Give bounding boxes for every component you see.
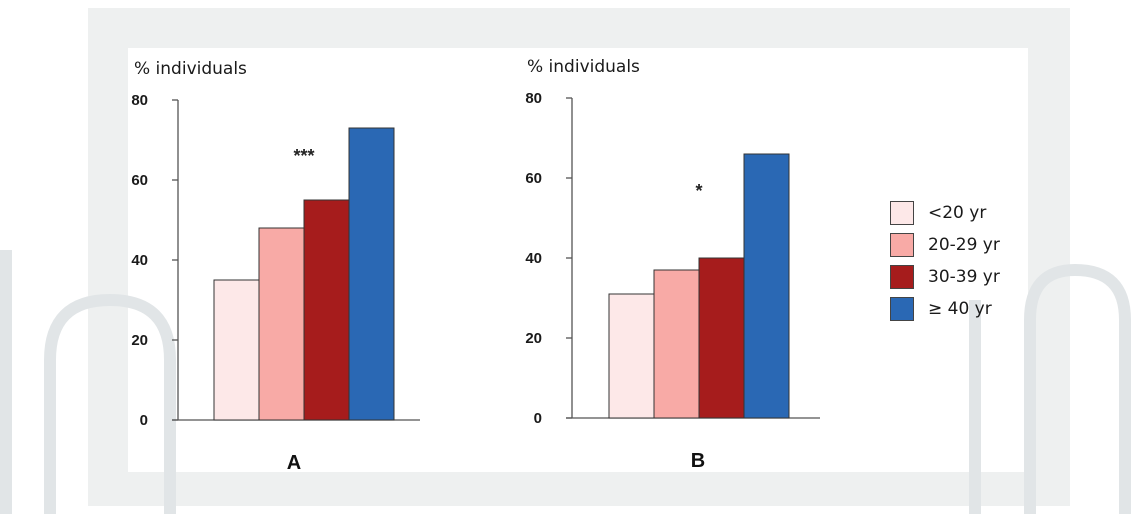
legend-swatch — [890, 265, 914, 289]
y-tick-label: 80 — [131, 92, 148, 109]
y-tick-label: 20 — [525, 330, 542, 347]
bar-3 — [303, 199, 350, 421]
legend-label: 30-39 yr — [928, 267, 1000, 287]
significance-marker: * — [695, 181, 702, 201]
y-tick-label: 0 — [140, 412, 148, 429]
legend-label: <20 yr — [928, 203, 987, 223]
y-tick-label: 60 — [131, 172, 148, 189]
y-tick-label: 60 — [525, 170, 542, 187]
y-tick-label: 40 — [131, 252, 148, 269]
bar-4 — [743, 153, 790, 419]
legend-item: 20-29 yr — [890, 229, 1000, 261]
y-axis-label: % individuals — [134, 59, 247, 79]
bar-1 — [608, 293, 655, 419]
y-tick-label: 40 — [525, 250, 542, 267]
bar-3 — [698, 257, 745, 419]
bar-4 — [348, 127, 395, 421]
chart-panel-b: % individuals 0 20 40 60 80 B * — [525, 57, 820, 472]
panel-label: A — [287, 452, 301, 474]
y-tick-label: 20 — [131, 332, 148, 349]
y-tick-label: 0 — [534, 410, 542, 427]
legend: <20 yr 20-29 yr 30-39 yr ≥ 40 yr — [890, 197, 1000, 325]
bar-2 — [258, 227, 305, 421]
bar-2 — [653, 269, 700, 419]
legend-item: <20 yr — [890, 197, 1000, 229]
panel-label: B — [691, 450, 705, 472]
legend-item: 30-39 yr — [890, 261, 1000, 293]
legend-label: ≥ 40 yr — [928, 299, 992, 319]
legend-item: ≥ 40 yr — [890, 293, 1000, 325]
legend-swatch — [890, 297, 914, 321]
legend-swatch — [890, 233, 914, 257]
significance-marker: *** — [293, 146, 314, 166]
y-tick-label: 80 — [525, 90, 542, 107]
y-axis-label: % individuals — [527, 57, 640, 77]
legend-swatch — [890, 201, 914, 225]
legend-label: 20-29 yr — [928, 235, 1000, 255]
bar-1 — [213, 279, 260, 421]
chart-panel-a: % individuals 0 20 40 60 80 A *** — [131, 59, 420, 474]
